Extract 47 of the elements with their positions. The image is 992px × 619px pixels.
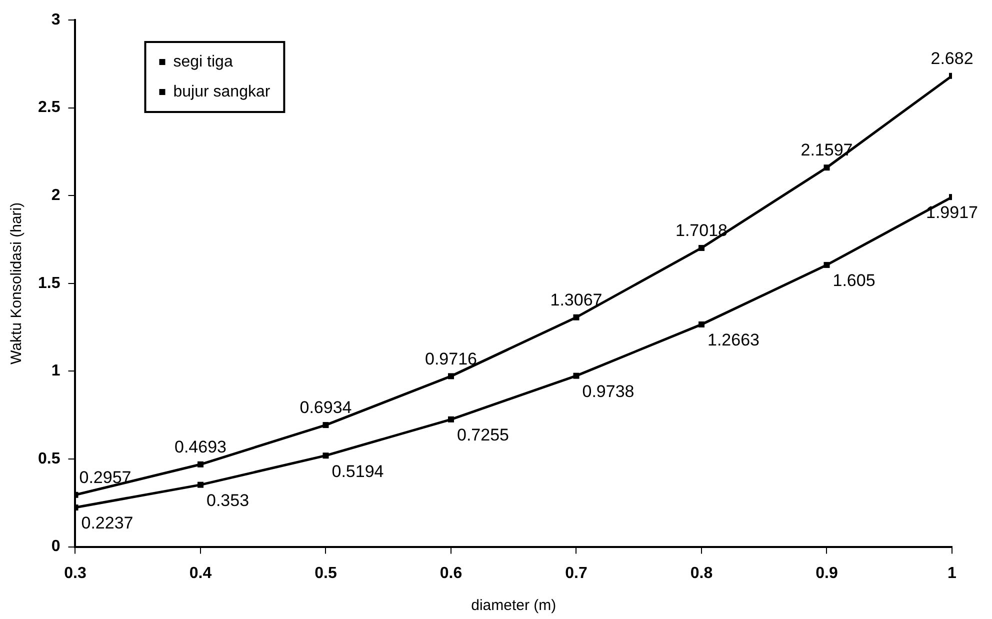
x-tick-label: 0.6 [440,564,462,582]
x-axis-title: diameter (m) [471,597,556,614]
data-label: 1.9917 [926,203,978,222]
y-tick-label: 3 [51,11,60,28]
data-label: 0.5194 [332,462,384,481]
data-label: 0.6934 [300,398,352,418]
point [197,482,204,488]
x-tick-label: 0.7 [565,564,588,582]
x-tick-label: 0.8 [690,564,713,582]
y-tick-label: 0 [51,538,60,556]
point [448,373,454,380]
data-label: 0.9738 [582,382,634,401]
x-tick-label: 0.4 [189,564,212,582]
y-tick-label: 1.5 [38,274,60,292]
legend-label: bujur sangkar [173,83,271,100]
point [322,452,329,459]
point [322,422,329,428]
y-tick-label: 2 [51,187,60,204]
x-tick-label: 0.9 [816,564,838,582]
data-label: 0.2237 [81,514,134,533]
data-label: 0.2957 [79,468,132,488]
data-label: 1.7018 [676,221,728,240]
data-label: 2.1597 [800,140,853,160]
data-label: 1.2663 [708,330,760,350]
point [824,164,830,171]
point [573,314,580,320]
legend-label: segi tiga [173,53,233,70]
data-label: 1.605 [832,271,876,290]
point [698,321,705,328]
y-tick-label: 2.5 [38,99,60,116]
x-tick-label: 1 [948,564,957,582]
point [824,262,830,268]
data-label: 0.7255 [456,426,509,445]
data-label: 2.682 [930,49,974,68]
point [698,244,705,251]
data-label: 0.4693 [174,438,226,457]
point [197,461,204,468]
point [573,372,580,379]
y-tick-label: 0.5 [38,450,60,468]
data-label: 0.353 [206,491,250,510]
data-label: 1.3067 [550,290,602,310]
x-tick-label: 0.3 [64,564,86,582]
y-tick-label: 1 [51,362,60,380]
point [448,416,454,422]
y-axis-title: Waktu Konsolidasi (hari) [8,202,26,364]
x-tick-label: 0.5 [314,564,337,582]
data-label: 0.9716 [424,349,477,368]
